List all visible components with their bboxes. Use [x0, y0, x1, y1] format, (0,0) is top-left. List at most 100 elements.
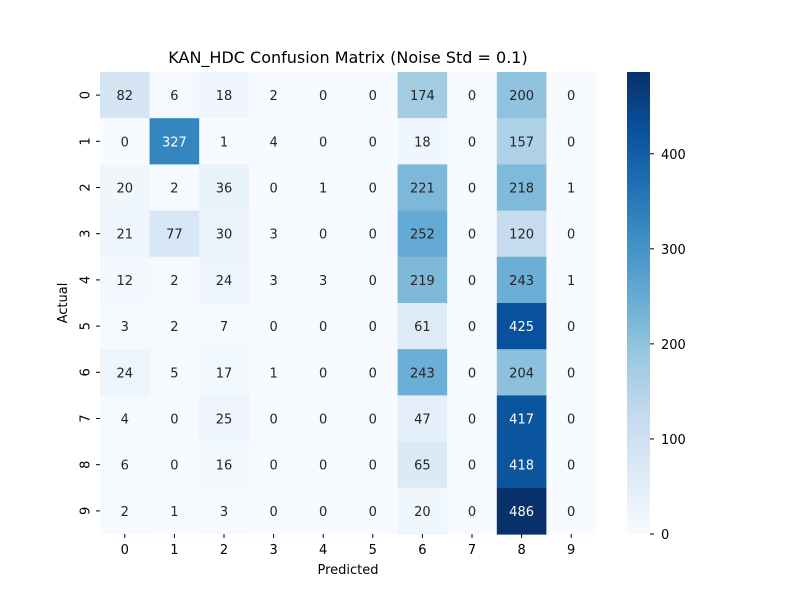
cell-value-label: 0	[170, 459, 178, 474]
cell-value-label: 200	[509, 89, 534, 104]
heatmap-cell	[348, 72, 399, 119]
cell-value-label: 1	[220, 135, 228, 150]
cell-value-label: 243	[410, 366, 435, 381]
heatmap-cell	[397, 210, 448, 258]
heatmap-cell	[298, 487, 349, 535]
cell-value-label: 0	[319, 320, 327, 335]
heatmap-cell	[546, 441, 597, 489]
x-tick-label: 1	[170, 543, 178, 558]
heatmap-cell	[546, 164, 597, 212]
cell-value-label: 16	[216, 459, 233, 474]
cell-value-label: 0	[468, 459, 476, 474]
heatmap-cell	[546, 349, 597, 396]
heatmap-cell	[298, 164, 349, 212]
cell-value-label: 157	[509, 135, 534, 150]
heatmap-cell	[298, 441, 349, 489]
colorbar	[627, 72, 650, 534]
x-tick-label: 9	[567, 543, 575, 558]
colorbar-tick-label: 0	[661, 528, 669, 543]
heatmap-cell	[397, 395, 448, 443]
heatmap-cell	[149, 487, 200, 535]
heatmap-cell	[248, 210, 299, 258]
cell-value-label: 0	[319, 228, 327, 243]
y-axis-ticks: 0 1 2 3 4 5 6 7 8 9	[79, 91, 100, 515]
cell-value-label: 0	[369, 505, 377, 520]
cell-value-label: 36	[216, 182, 233, 197]
heatmap-cell-labels: 82 6 18 2 0 0 174 0 200 00 327 1 4 0 0 18 0 157 020 2 36 0 1 0 2…	[117, 89, 576, 520]
heatmap-cell	[248, 256, 299, 304]
y-tick-label: 2	[79, 183, 94, 191]
heatmap-cell	[348, 487, 399, 535]
y-tick-label: 5	[79, 322, 94, 330]
x-tick-label: 3	[269, 543, 277, 558]
heatmap-cell	[149, 210, 200, 258]
x-tick-label: 4	[319, 543, 327, 558]
cell-value-label: 4	[121, 413, 129, 428]
cell-value-label: 221	[410, 182, 435, 197]
y-tick-label: 4	[79, 276, 94, 284]
cell-value-label: 5	[170, 366, 178, 381]
heatmap-cell	[149, 256, 200, 304]
heatmap-cell	[397, 487, 448, 535]
x-axis-label: Predicted	[317, 563, 378, 578]
heatmap-cell	[546, 395, 597, 443]
heatmap-cell	[298, 72, 349, 119]
cell-value-label: 20	[414, 505, 431, 520]
heatmap-cell	[248, 395, 299, 443]
cell-value-label: 3	[121, 320, 129, 335]
cell-value-label: 7	[220, 320, 228, 335]
cell-value-label: 0	[567, 228, 575, 243]
cell-value-label: 0	[369, 274, 377, 289]
cell-value-label: 0	[369, 459, 377, 474]
heatmap-cell	[100, 441, 151, 489]
cell-value-label: 0	[319, 413, 327, 428]
cell-value-label: 0	[567, 459, 575, 474]
heatmap-cell	[199, 303, 250, 350]
cell-value-label: 82	[117, 89, 134, 104]
cell-value-label: 47	[414, 413, 431, 428]
cell-value-label: 0	[468, 182, 476, 197]
heatmap-cell	[447, 164, 498, 212]
heatmap-cell	[546, 72, 597, 119]
cell-value-label: 0	[468, 320, 476, 335]
heatmap-cell	[496, 210, 547, 258]
x-axis-ticks: 0 1 2 3 4 5 6 7 8 9	[121, 534, 575, 558]
heatmap-cell	[496, 487, 547, 535]
cell-value-label: 3	[269, 228, 277, 243]
heatmap-cell	[447, 349, 498, 396]
y-tick-label: 8	[79, 461, 94, 469]
cell-value-label: 17	[216, 366, 233, 381]
heatmap-cell	[100, 118, 151, 165]
colorbar-ticks: 0 100 200 300 400	[650, 148, 686, 543]
heatmap-cell	[447, 210, 498, 258]
heatmap-cell	[100, 487, 151, 535]
heatmap-cell	[348, 303, 399, 350]
cell-value-label: 243	[509, 274, 534, 289]
heatmap-cell	[496, 349, 547, 396]
heatmap-cell	[100, 72, 151, 119]
heatmap-cell	[248, 487, 299, 535]
heatmap-cell	[199, 395, 250, 443]
cell-value-label: 18	[216, 89, 233, 104]
heatmap-cell	[397, 118, 448, 165]
heatmap-cell	[496, 256, 547, 304]
cell-value-label: 25	[216, 413, 233, 428]
cell-value-label: 21	[117, 228, 134, 243]
heatmap-cell	[397, 349, 448, 396]
heatmap-cell	[397, 72, 448, 119]
heatmap-cell	[348, 395, 399, 443]
heatmap-cell	[248, 72, 299, 119]
heatmap-cell	[546, 210, 597, 258]
heatmap-cell	[149, 164, 200, 212]
heatmap-cell	[447, 487, 498, 535]
heatmap-cell	[100, 303, 151, 350]
heatmap-cell	[199, 118, 250, 165]
cell-value-label: 0	[369, 182, 377, 197]
colorbar-tick-label: 300	[661, 243, 686, 258]
cell-value-label: 20	[117, 182, 134, 197]
cell-value-label: 0	[369, 135, 377, 150]
cell-value-label: 1	[269, 366, 277, 381]
cell-value-label: 0	[269, 182, 277, 197]
cell-value-label: 425	[509, 320, 534, 335]
heatmap-cell	[149, 395, 200, 443]
